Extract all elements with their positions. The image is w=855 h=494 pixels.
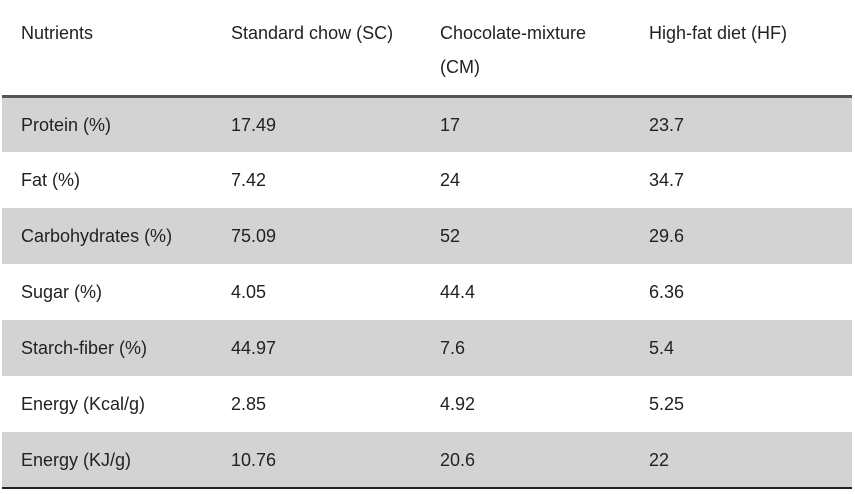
cell-cm: 20.6 (421, 432, 630, 489)
table-row: Energy (Kcal/g) 2.85 4.92 5.25 (2, 376, 852, 432)
cell-cm: 4.92 (440, 394, 476, 414)
row-label: Protein (%) (2, 96, 212, 152)
cell-cm: 44.4 (440, 282, 476, 302)
table-row: Energy (KJ/g) 10.76 20.6 22 (2, 432, 852, 489)
table-body: Protein (%) 17.49 17 23.7 Fat (%) 7.42 2… (2, 96, 852, 489)
row-label: Energy (KJ/g) (2, 432, 212, 489)
cell-sc: 17.49 (212, 96, 421, 152)
row-label: Starch-fiber (%) (2, 320, 212, 376)
table-row: Starch-fiber (%) 44.97 7.6 5.4 (2, 320, 852, 376)
header-chocolate-mixture: Chocolate-mixture (CM) (421, 0, 630, 98)
row-label: Carbohydrates (%) (2, 208, 212, 264)
header-standard-chow: Standard chow (SC) (212, 0, 421, 98)
cell-sc: 44.97 (212, 320, 421, 376)
table-row: Fat (%) 7.42 24 34.7 (2, 152, 852, 208)
header-row: Nutrients Standard chow (SC) Chocolate-m… (2, 0, 852, 98)
cell-sc: 10.76 (212, 432, 421, 489)
cell-cm: 24 (440, 170, 461, 190)
table-header: Nutrients Standard chow (SC) Chocolate-m… (2, 0, 852, 98)
cell-hf: 29.6 (630, 208, 852, 264)
cell-hf: 34.7 (649, 170, 685, 190)
row-label: Fat (%) (21, 170, 81, 190)
cell-sc: 7.42 (231, 170, 267, 190)
row-label: Sugar (%) (21, 282, 103, 302)
cell-cm: 17 (421, 96, 630, 152)
cell-hf: 6.36 (649, 282, 685, 302)
cell-cm: 7.6 (421, 320, 630, 376)
header-nutrients: Nutrients (2, 0, 212, 98)
table-row: Protein (%) 17.49 17 23.7 (2, 96, 852, 152)
cell-sc: 4.05 (231, 282, 267, 302)
table-row: Sugar (%) 4.05 44.4 6.36 (2, 264, 852, 320)
cell-hf: 22 (630, 432, 852, 489)
table-row: Carbohydrates (%) 75.09 52 29.6 (2, 208, 852, 264)
cell-hf: 23.7 (630, 96, 852, 152)
cell-hf: 5.4 (630, 320, 852, 376)
cell-cm: 52 (421, 208, 630, 264)
cell-sc: 75.09 (212, 208, 421, 264)
row-label: Energy (Kcal/g) (21, 394, 146, 414)
header-high-fat-diet: High-fat diet (HF) (630, 0, 852, 98)
cell-sc: 2.85 (231, 394, 267, 414)
cell-hf: 5.25 (649, 394, 685, 414)
